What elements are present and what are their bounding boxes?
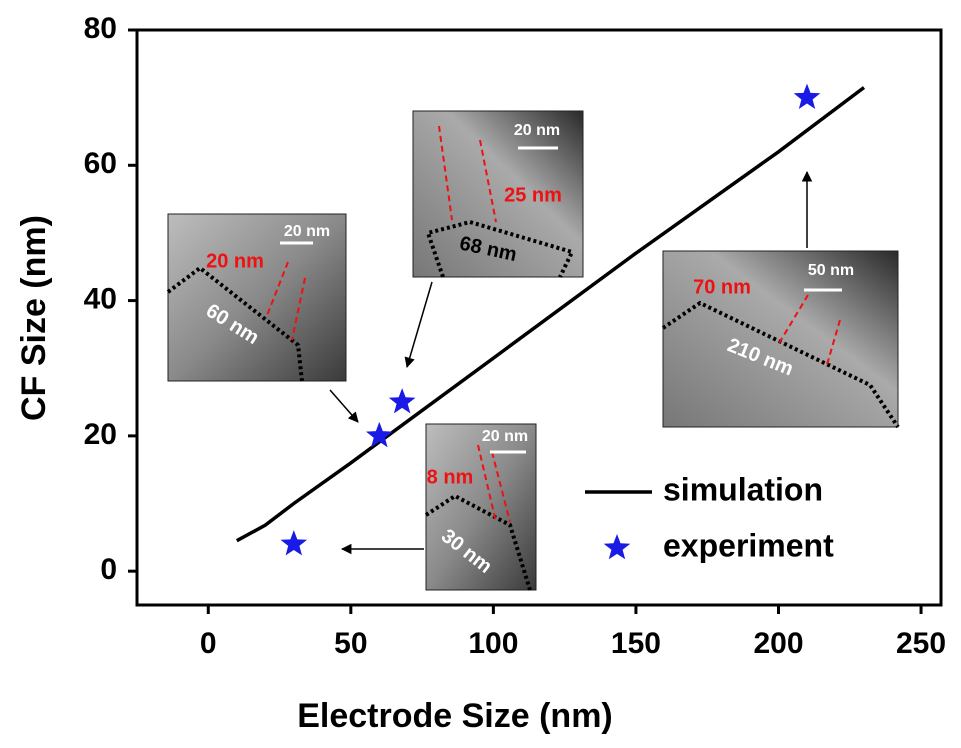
data-point — [794, 84, 821, 109]
inset-label: 20 nm — [514, 122, 560, 139]
page: Electrode Size (nm) CF Size (nm) 0 50 100 1… — [0, 0, 961, 748]
x-tick-label: 150 — [611, 627, 661, 660]
x-tick-label: 0 — [200, 627, 217, 660]
inset-label: 8 nm — [427, 466, 474, 488]
inset-label: 20 nm — [482, 428, 528, 445]
x-tick-label: 250 — [896, 627, 946, 660]
y-tick-label: 20 — [84, 418, 117, 451]
y-axis-title: CF Size (nm) — [15, 215, 53, 421]
y-tick-label: 60 — [84, 147, 117, 180]
x-tick-label: 50 — [334, 627, 367, 660]
y-tick-label: 80 — [84, 12, 117, 45]
x-tick-label: 200 — [753, 627, 803, 660]
y-tick-label: 0 — [100, 553, 117, 586]
x-tick-label: 100 — [468, 627, 518, 660]
inset-label: 25 nm — [504, 184, 562, 206]
data-point — [389, 388, 416, 413]
legend-label: simulation — [663, 471, 823, 507]
data-point — [281, 530, 308, 555]
arrow — [407, 282, 432, 367]
y-tick-label: 40 — [84, 283, 117, 316]
inset-label: 20 nm — [284, 223, 330, 240]
inset-label: 70 nm — [693, 276, 751, 298]
inset-label: 20 nm — [206, 250, 264, 272]
x-axis-title: Electrode Size (nm) — [297, 697, 613, 735]
legend-label: experiment — [663, 527, 834, 563]
chart: Electrode Size (nm) CF Size (nm) 0 50 100 1… — [0, 0, 961, 743]
inset-label: 50 nm — [808, 262, 854, 279]
legend-marker — [604, 534, 631, 559]
arrow — [330, 390, 358, 422]
